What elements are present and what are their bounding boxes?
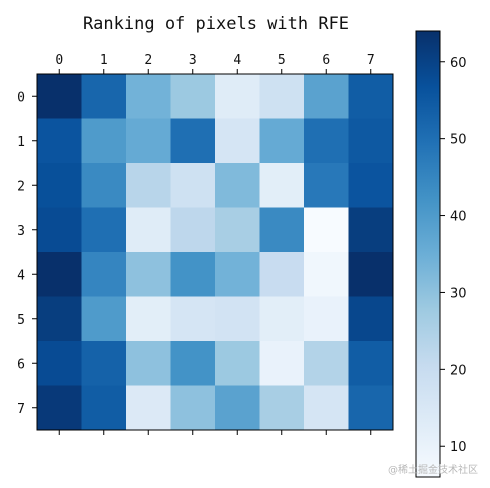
- heatmap-cell-r6-c1: [81, 341, 127, 386]
- heatmap-cell-r1-c7: [348, 118, 394, 164]
- heatmap-cell-r6-c3: [170, 341, 216, 386]
- heatmap-cell-r3-c1: [81, 207, 127, 253]
- heatmap-cell-r1-c6: [304, 118, 349, 164]
- heatmap-cell-r0-c1: [81, 74, 127, 119]
- heatmap-cell-r5-c0: [37, 296, 82, 342]
- heatmap-cell-r3-c6: [304, 207, 349, 253]
- y-axis-ticks: 0 1 2 3 4 5 6 7: [17, 90, 37, 417]
- heatmap-cell-r0-c0: [37, 74, 82, 119]
- heatmap-cell-r6-c5: [259, 341, 305, 386]
- x-tick-label-3: 3: [189, 53, 197, 68]
- heatmap-cell-r1-c0: [37, 118, 82, 164]
- colorbar-ticks: 10 20 30 40 50 60: [440, 56, 467, 455]
- heatmap-cell-r3-c5: [259, 207, 305, 253]
- heatmap-cell-r7-c4: [215, 385, 260, 431]
- heatmap-cell-r7-c3: [170, 385, 216, 431]
- x-tick-label-7: 7: [367, 53, 375, 68]
- watermark-text: @稀土掘金技术社区: [388, 463, 478, 476]
- y-tick-label-0: 0: [17, 90, 25, 105]
- heatmap-cell-r7-c0: [37, 385, 82, 431]
- heatmap-cell-r2-c3: [170, 163, 216, 208]
- heatmap-cell-r0-c6: [304, 74, 349, 119]
- heatmap-cell-r1-c5: [259, 118, 305, 164]
- heatmap-cell-r2-c7: [348, 163, 394, 208]
- heatmap-cell-r4-c3: [170, 252, 216, 297]
- y-tick-label-4: 4: [17, 268, 25, 283]
- x-tick-label-6: 6: [322, 53, 330, 68]
- heatmap-cell-r2-c6: [304, 163, 349, 208]
- heatmap-cell-r4-c6: [304, 252, 349, 297]
- colorbar-tick-label-5: 60: [450, 56, 467, 71]
- y-tick-label-3: 3: [17, 224, 25, 239]
- heatmap-cell-r2-c5: [259, 163, 305, 208]
- heatmap-cell-r2-c1: [81, 163, 127, 208]
- colorbar-tick-label-2: 30: [450, 286, 467, 301]
- heatmap-cell-r0-c2: [126, 74, 171, 119]
- heatmap-cell-r3-c0: [37, 207, 82, 253]
- x-axis-ticks: 0 1 2 3 4 5 6 7: [55, 53, 375, 435]
- heatmap-cell-r4-c7: [348, 252, 394, 297]
- x-tick-label-1: 1: [100, 53, 108, 68]
- heatmap-cells: [37, 74, 394, 431]
- heatmap-cell-r4-c4: [215, 252, 260, 297]
- heatmap-cell-r3-c4: [215, 207, 260, 253]
- plot-frame: [36, 73, 394, 431]
- heatmap-cell-r2-c4: [215, 163, 260, 208]
- y-tick-label-2: 2: [17, 179, 25, 194]
- heatmap-cell-r0-c5: [259, 74, 305, 119]
- heatmap-cell-r2-c0: [37, 163, 82, 208]
- colorbar-tick-label-0: 10: [450, 440, 467, 455]
- heatmap-cell-r1-c3: [170, 118, 216, 164]
- heatmap-cell-r1-c4: [215, 118, 260, 164]
- heatmap-cell-r7-c1: [81, 385, 127, 431]
- heatmap-cell-r5-c5: [259, 296, 305, 342]
- heatmap-cell-r0-c3: [170, 74, 216, 119]
- heatmap-cell-r1-c2: [126, 118, 171, 164]
- y-tick-label-6: 6: [17, 357, 25, 372]
- heatmap-cell-r0-c4: [215, 74, 260, 119]
- heatmap-cell-r6-c6: [304, 341, 349, 386]
- heatmap-cell-r7-c2: [126, 385, 171, 431]
- colorbar-tick-label-3: 40: [450, 210, 467, 225]
- y-tick-label-5: 5: [17, 313, 25, 328]
- heatmap-cell-r5-c7: [348, 296, 394, 342]
- chart-title: Ranking of pixels with RFE: [83, 14, 349, 34]
- heatmap-cell-r7-c6: [304, 385, 349, 431]
- heatmap-cell-r4-c5: [259, 252, 305, 297]
- heatmap-cell-r0-c7: [348, 74, 394, 119]
- heatmap-cell-r3-c2: [126, 207, 171, 253]
- heatmap-cell-r3-c3: [170, 207, 216, 253]
- x-tick-label-4: 4: [233, 53, 241, 68]
- y-tick-label-1: 1: [17, 135, 25, 150]
- heatmap-cell-r5-c2: [126, 296, 171, 342]
- heatmap-cell-r4-c1: [81, 252, 127, 297]
- heatmap-cell-r1-c1: [81, 118, 127, 164]
- colorbar-tick-label-4: 50: [450, 133, 467, 148]
- heatmap-cell-r7-c7: [348, 385, 394, 431]
- colorbar-tick-label-1: 20: [450, 363, 467, 378]
- heatmap-cell-r6-c0: [37, 341, 82, 386]
- x-tick-label-5: 5: [278, 53, 286, 68]
- heatmap-cell-r7-c5: [259, 385, 305, 431]
- x-tick-label-0: 0: [55, 53, 63, 68]
- heatmap-cell-r4-c0: [37, 252, 82, 297]
- heatmap-cell-r6-c2: [126, 341, 171, 386]
- heatmap-cell-r5-c6: [304, 296, 349, 342]
- heatmap-cell-r4-c2: [126, 252, 171, 297]
- heatmap-cell-r6-c4: [215, 341, 260, 386]
- heatmap-cell-r2-c2: [126, 163, 171, 208]
- x-tick-label-2: 2: [144, 53, 152, 68]
- colorbar: [415, 30, 441, 478]
- heatmap-cell-r5-c4: [215, 296, 260, 342]
- heatmap-cell-r3-c7: [348, 207, 394, 253]
- heatmap-cell-r6-c7: [348, 341, 394, 386]
- heatmap-cell-r5-c1: [81, 296, 127, 342]
- heatmap-cell-r5-c3: [170, 296, 216, 342]
- y-tick-label-7: 7: [17, 402, 25, 417]
